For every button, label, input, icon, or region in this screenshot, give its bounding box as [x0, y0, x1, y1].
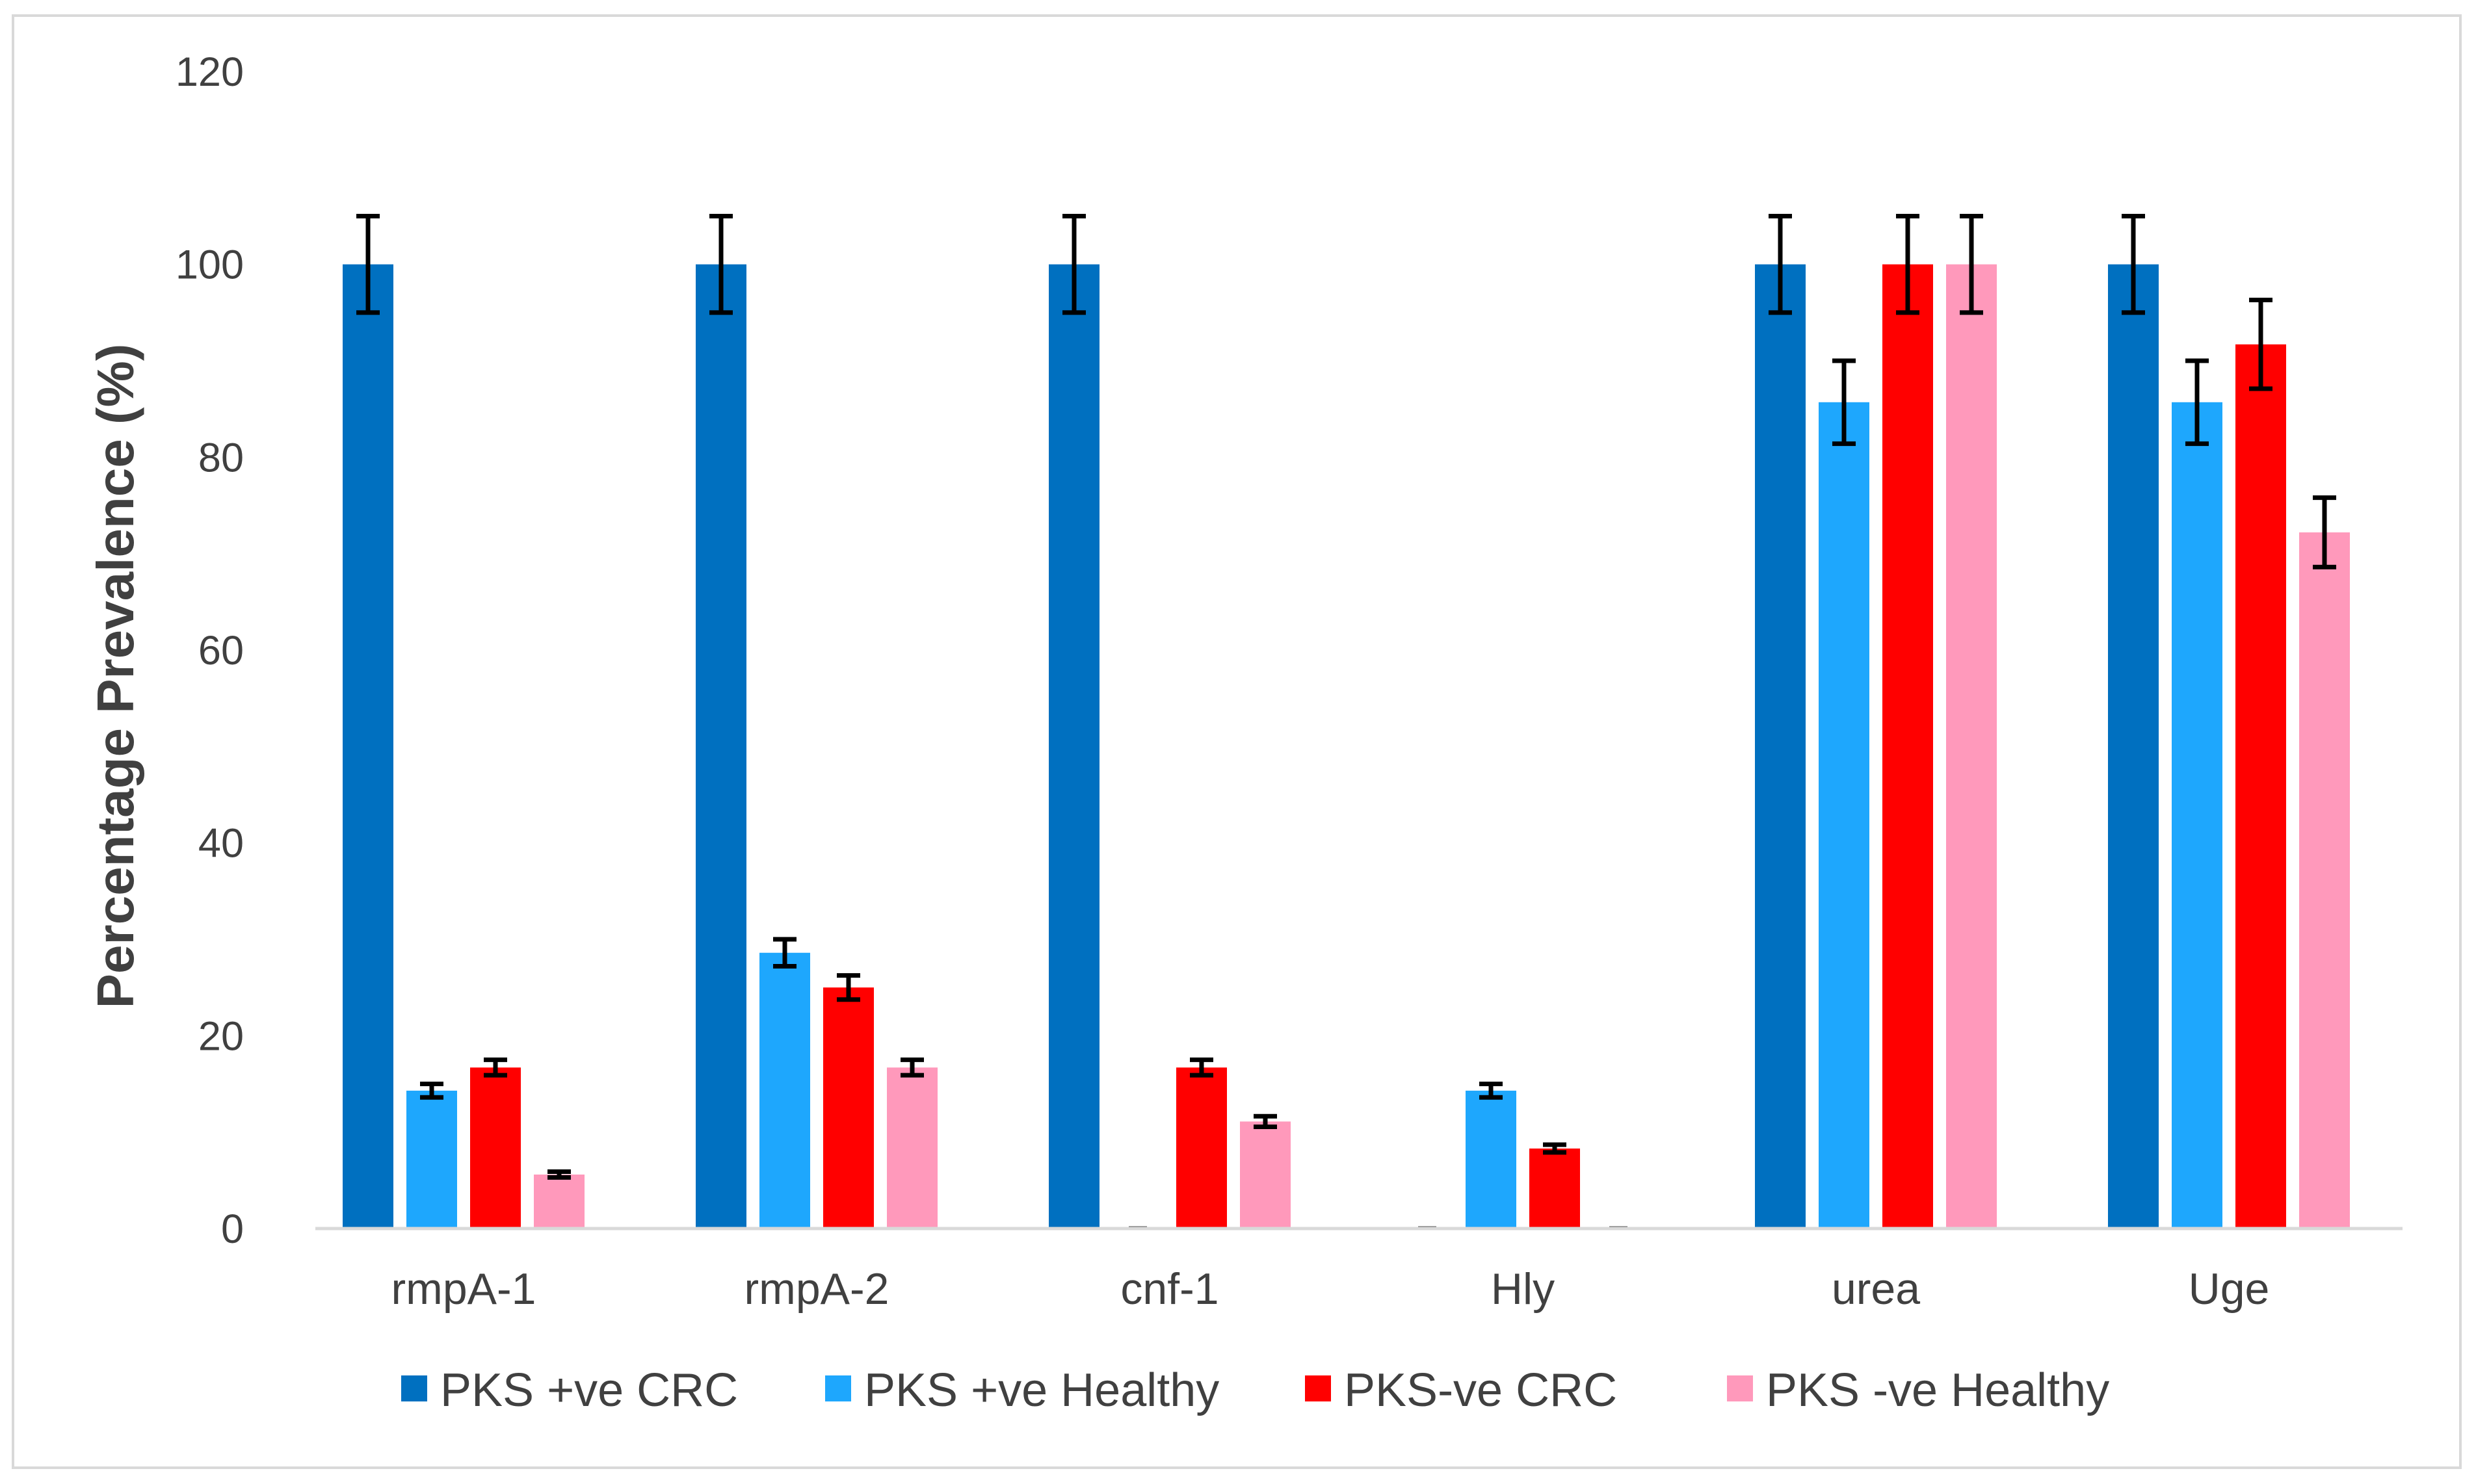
bar-chart: 0 20 40 60 80 100 120 rmpA-1 rmpA-2 cnf-1 Hly urea…: [0, 0, 2476, 1484]
legend-swatch: [401, 1375, 427, 1401]
y-axis-title: Percentage Prevalence (%): [86, 344, 144, 1009]
bar: [343, 265, 393, 1229]
bar: [1946, 265, 1997, 1229]
legend-label: PKS +ve CRC: [440, 1364, 738, 1416]
bar: [2172, 402, 2222, 1229]
x-tick-label: rmpA-1: [391, 1264, 536, 1314]
x-tick-label: rmpA-2: [744, 1264, 889, 1314]
legend-swatch: [825, 1375, 851, 1401]
x-tick-label: Uge: [2189, 1264, 2270, 1314]
legend-label: PKS +ve Healthy: [864, 1364, 1219, 1416]
bar: [1240, 1121, 1291, 1229]
legend: PKS +ve CRC PKS +ve Healthy PKS-ve CRC PKS …: [401, 1364, 2109, 1416]
y-tick-label: 60: [198, 628, 244, 673]
x-axis-labels: rmpA-1 rmpA-2 cnf-1 Hly urea Uge: [391, 1264, 2270, 1314]
y-tick-label: 80: [198, 435, 244, 480]
bar: [823, 987, 874, 1229]
legend-label: PKS-ve CRC: [1344, 1364, 1617, 1416]
legend-swatch: [1305, 1375, 1331, 1401]
legend-swatch: [1727, 1375, 1753, 1401]
bar: [1176, 1067, 1227, 1229]
error-bars-group: [356, 216, 2336, 1228]
bar: [1755, 265, 1806, 1229]
x-tick-label: cnf-1: [1120, 1264, 1218, 1314]
y-tick-label: 100: [176, 242, 244, 288]
x-tick-label: urea: [1832, 1264, 1920, 1314]
bar: [2299, 532, 2350, 1229]
bar: [759, 953, 810, 1229]
bar: [2108, 265, 2159, 1229]
y-tick-label: 20: [198, 1013, 244, 1059]
bar: [534, 1175, 585, 1229]
bar: [1529, 1149, 1580, 1229]
bar: [887, 1067, 938, 1229]
y-tick-label: 40: [198, 821, 244, 866]
y-tick-label: 0: [221, 1206, 244, 1252]
bar: [406, 1091, 457, 1229]
y-tick-label: 120: [176, 49, 244, 95]
bar: [470, 1067, 521, 1229]
bar: [1466, 1091, 1516, 1229]
bar: [1819, 402, 1869, 1229]
bar: [1049, 265, 1100, 1229]
y-axis: 0 20 40 60 80 100 120: [176, 49, 244, 1252]
x-tick-label: Hly: [1491, 1264, 1555, 1314]
bar: [2235, 345, 2286, 1229]
bar: [1882, 265, 1933, 1229]
legend-label: PKS -ve Healthy: [1766, 1364, 2109, 1416]
bars-group: [343, 265, 2350, 1229]
bar: [696, 265, 746, 1229]
